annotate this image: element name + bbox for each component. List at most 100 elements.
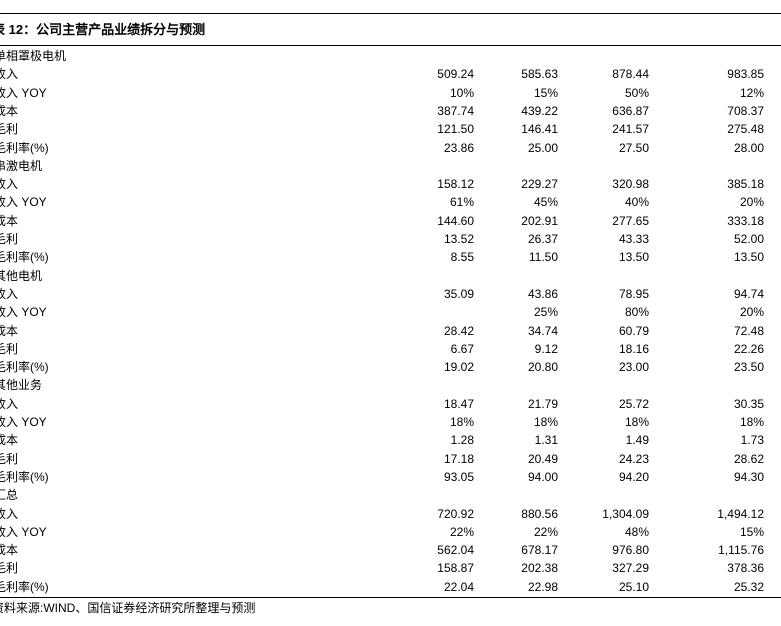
cell: 1.31: [534, 433, 558, 448]
cell: 229.27: [521, 177, 558, 192]
cell: 23.00: [618, 360, 649, 375]
cell: 18.47: [443, 396, 474, 411]
cell: 275.48: [727, 122, 764, 137]
row-label: 收入 YOY: [0, 524, 47, 539]
row-label: 收入: [0, 177, 19, 192]
row-label: 成本: [0, 543, 19, 558]
cell: 320.98: [612, 177, 649, 192]
cell: 146.41: [521, 122, 558, 137]
section-name: 其他电机: [0, 268, 43, 283]
cell: 241.57: [612, 122, 649, 137]
cell: 121.50: [437, 122, 474, 137]
row-label: 收入: [0, 396, 19, 411]
cell: 34.74: [527, 323, 558, 338]
cell: 19.02: [443, 360, 474, 375]
row-label: 收入 YOY: [0, 415, 47, 429]
cell: 28.00: [733, 140, 764, 155]
cell: 387.74: [437, 103, 474, 118]
cell: 94.74: [733, 286, 764, 301]
cell: 22%: [449, 524, 474, 539]
table-title: 表 12：公司主营产品业绩拆分与预测: [0, 22, 206, 37]
cell: 25.72: [618, 396, 649, 411]
cell: 45%: [533, 195, 558, 210]
cell: 43.33: [618, 232, 649, 246]
cell: 13.50: [733, 250, 764, 265]
row-label: 毛利率(%): [0, 140, 49, 155]
cell: 562.04: [437, 543, 474, 558]
cell: 20.80: [527, 360, 558, 375]
section-name: 单相罩极电机: [0, 49, 67, 63]
cell: 6.67: [450, 341, 474, 356]
cell: 976.80: [612, 543, 649, 558]
cell: 18%: [739, 415, 764, 429]
cell: 25.00: [527, 140, 558, 155]
cell: 18%: [449, 415, 474, 429]
cell: 13.50: [618, 250, 649, 265]
cell: 636.87: [612, 103, 649, 118]
cell: 23.50: [733, 360, 764, 375]
cell: 11.50: [528, 250, 558, 265]
cell: 72.48: [733, 323, 764, 338]
cell: 10%: [449, 85, 474, 100]
cell: 158.12: [437, 177, 474, 192]
cell: 28.42: [443, 323, 474, 338]
cell: 13.52: [443, 232, 474, 246]
cell: 48%: [624, 524, 649, 539]
cell: 22.98: [527, 579, 558, 594]
cell: 22.26: [733, 341, 764, 356]
row-label: 毛利率(%): [0, 579, 49, 594]
cell: 40%: [624, 195, 649, 210]
cell: 78.95: [618, 286, 649, 301]
header-rule: [0, 45, 781, 46]
row-label: 收入: [0, 286, 19, 301]
cell: 61%: [449, 195, 474, 210]
cell: 50%: [624, 85, 649, 100]
cell: 15%: [533, 85, 558, 100]
cell: 26.37: [527, 232, 558, 246]
cell: 439.22: [521, 103, 558, 118]
bottom-rule: [0, 597, 781, 598]
cell: 18%: [624, 415, 649, 429]
cell: 1.49: [625, 433, 649, 448]
cell: 158.87: [437, 561, 474, 576]
section-name: 串激电机: [0, 158, 43, 173]
cell: 43.86: [527, 286, 558, 301]
row-label: 毛利率(%): [0, 250, 49, 265]
cell: 93.05: [443, 469, 474, 484]
cell: 8.55: [450, 250, 474, 265]
cell: 60.79: [618, 323, 649, 338]
cell: 24.23: [618, 451, 649, 466]
row-label: 成本: [0, 433, 19, 448]
cell: 22.04: [443, 579, 474, 594]
row-label: 成本: [0, 323, 19, 338]
cell: 720.92: [437, 506, 474, 521]
cell: 25.10: [618, 579, 649, 594]
cell: 18.16: [618, 341, 649, 356]
cell: 1,494.12: [717, 506, 764, 521]
cell: 1,115.76: [718, 543, 764, 558]
cell: 202.38: [521, 561, 558, 576]
cell: 378.36: [727, 561, 764, 576]
cell: 20%: [739, 195, 764, 210]
section-name: 其他业务: [0, 378, 43, 393]
row-label: 毛利: [0, 232, 19, 246]
row-label: 收入 YOY: [0, 85, 47, 100]
cell: 144.60: [437, 213, 474, 228]
cell: 983.85: [727, 67, 764, 82]
cell: 878.44: [612, 67, 649, 82]
row-label: 收入: [0, 506, 19, 521]
top-rule: [0, 13, 781, 14]
row-label: 毛利率(%): [0, 469, 49, 484]
cell: 708.37: [727, 103, 764, 118]
cell: 385.18: [727, 177, 764, 192]
cell: 585.63: [521, 67, 558, 82]
cell: 12%: [739, 85, 764, 100]
cell: 880.56: [521, 506, 558, 521]
cell: 333.18: [727, 213, 764, 228]
cell: 20%: [739, 305, 764, 320]
row-label: 成本: [0, 103, 19, 118]
cell: 17.18: [443, 451, 474, 466]
cell: 30.35: [733, 396, 764, 411]
cell: 1,304.09: [602, 506, 649, 521]
